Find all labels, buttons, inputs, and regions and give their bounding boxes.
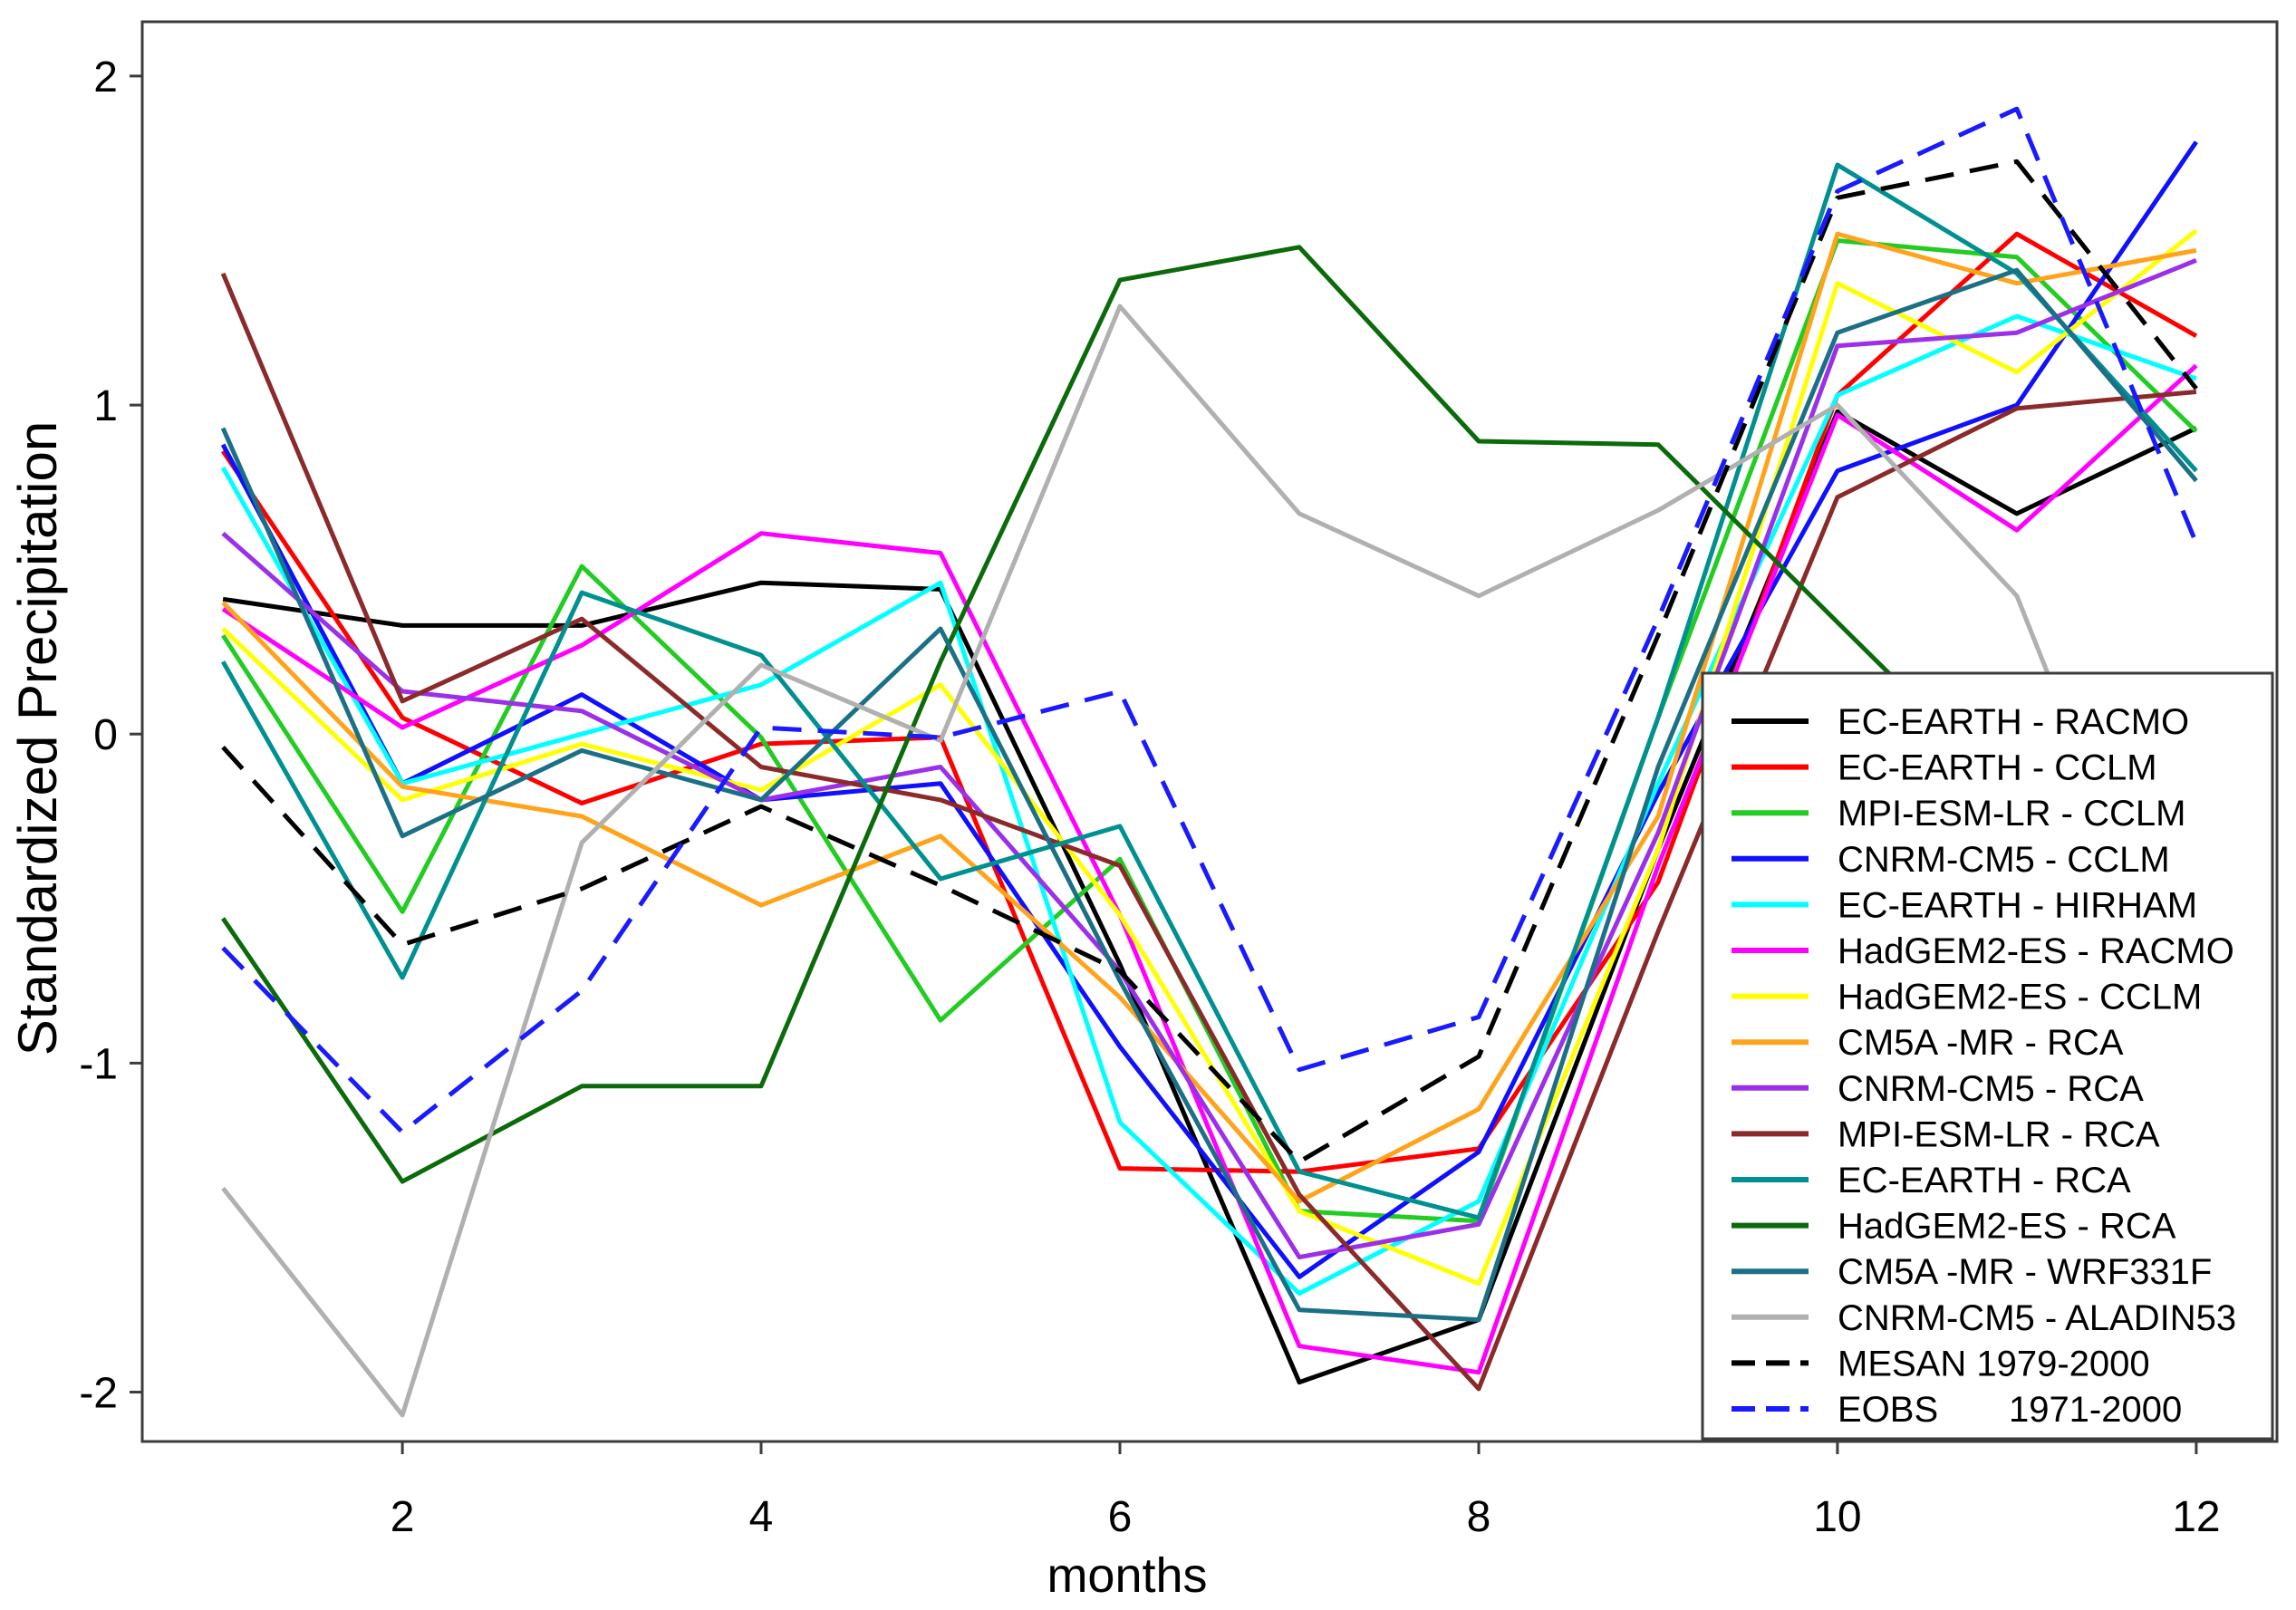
series-line-eobs-1971-2000	[221, 106, 2199, 1135]
legend-label: CNRM-CM5 - RCA	[1838, 1069, 2144, 1109]
legend-entry: CNRM-CM5 - ALADIN53	[1732, 1298, 2236, 1338]
series-line-mesan-1979-2000	[221, 159, 2198, 1164]
legend-label: CNRM-CM5 - ALADIN53	[1838, 1298, 2236, 1338]
legend-entry: HadGEM2-ES - RACMO	[1732, 931, 2234, 971]
x-axis-label: months	[1047, 1548, 1207, 1603]
series-line-cm5a-mr-wrf331f	[220, 267, 2198, 1323]
legend-label: CM5A -MR - WRF331F	[1838, 1252, 2212, 1292]
legend-entry: EOBS 1971-2000	[1732, 1390, 2182, 1430]
legend-entry: CNRM-CM5 - CCLM	[1732, 840, 2170, 880]
y-tick-label: 1	[93, 382, 118, 430]
legend-label: CM5A -MR - RCA	[1838, 1023, 2124, 1063]
series-line-cm5a-mr-rca	[221, 231, 2197, 1204]
x-axis: 2 4 6 8 10 12	[391, 1441, 2221, 1541]
series-layer	[220, 106, 2199, 1418]
series-line-cnrm-cm5-aladin53	[221, 304, 2199, 1418]
legend-entry: MESAN 1979-2000	[1732, 1344, 2150, 1383]
legend-label: MPI-ESM-LR - CCLM	[1838, 794, 2185, 834]
series-line-ec-earth-hirham	[220, 313, 2197, 1297]
legend-label: MPI-ESM-LR - RCA	[1838, 1114, 2160, 1154]
legend-label: HadGEM2-ES - RCA	[1838, 1207, 2176, 1247]
legend-box	[1701, 671, 2274, 1441]
legend-entry: MPI-ESM-LR - RCA	[1732, 1114, 2160, 1154]
legend-label: EC-EARTH - RACMO	[1838, 702, 2189, 742]
y-tick-label: 0	[93, 711, 118, 759]
y-tick-label: -1	[79, 1040, 118, 1088]
legend-entry: EC-EARTH - RACMO	[1732, 702, 2189, 742]
y-tick-label: -2	[79, 1370, 118, 1418]
legend-label: EC-EARTH - HIRHAM	[1838, 885, 2197, 925]
x-tick-label: 10	[1813, 1493, 1861, 1541]
plot-frame	[140, 20, 2279, 1443]
legend-label: EOBS 1971-2000	[1838, 1390, 2182, 1430]
x-tick-label: 12	[2172, 1493, 2220, 1541]
legend-entry: EC-EARTH - RCA	[1732, 1161, 2131, 1200]
series-line-ec-earth-rca	[220, 162, 2198, 1220]
x-tick-label: 6	[1108, 1493, 1133, 1541]
y-axis: -2 -1 0 1 2	[79, 53, 142, 1418]
legend-entry: HadGEM2-ES - RCA	[1732, 1207, 2176, 1247]
legend-entry: CM5A -MR - RCA	[1732, 1023, 2124, 1063]
y-tick-label: 2	[93, 53, 118, 101]
series-line-cnrm-cm5-rca	[221, 257, 2197, 1260]
legend-entry: CNRM-CM5 - RCA	[1732, 1069, 2144, 1109]
series-line-hadgem2-es-cclm	[221, 228, 2198, 1287]
legend-label: HadGEM2-ES - RACMO	[1838, 931, 2234, 971]
legend-entries: EC-EARTH - RACMO EC-EARTH - CCLM MPI-ESM-L…	[1732, 702, 2236, 1430]
legend-entry: MPI-ESM-LR - CCLM	[1732, 794, 2185, 834]
legend-label: EC-EARTH - RCA	[1838, 1161, 2131, 1200]
legend-entry: HadGEM2-ES - CCLM	[1732, 978, 2202, 1017]
x-tick-label: 8	[1467, 1493, 1491, 1541]
series-line-ec-earth-cclm	[221, 231, 2198, 1174]
legend-label: CNRM-CM5 - CCLM	[1838, 840, 2170, 880]
legend-label: EC-EARTH - CCLM	[1838, 748, 2157, 788]
legend-entry: EC-EARTH - CCLM	[1732, 748, 2157, 788]
legend: EC-EARTH - RACMO EC-EARTH - CCLM MPI-ESM-L…	[1701, 671, 2274, 1441]
legend-entry: EC-EARTH - HIRHAM	[1732, 885, 2197, 925]
legend-label: HadGEM2-ES - CCLM	[1838, 978, 2202, 1017]
x-tick-label: 4	[749, 1493, 774, 1541]
series-line-hadgem2-es-rca	[221, 245, 2197, 1184]
x-tick-label: 2	[391, 1493, 415, 1541]
series-line-mpi-esm-lr-rca	[220, 272, 2197, 1392]
y-axis-label: Standardized Precipitation	[7, 421, 68, 1056]
legend-entry: CM5A -MR - WRF331F	[1732, 1252, 2212, 1292]
legend-label: MESAN 1979-2000	[1838, 1344, 2150, 1383]
